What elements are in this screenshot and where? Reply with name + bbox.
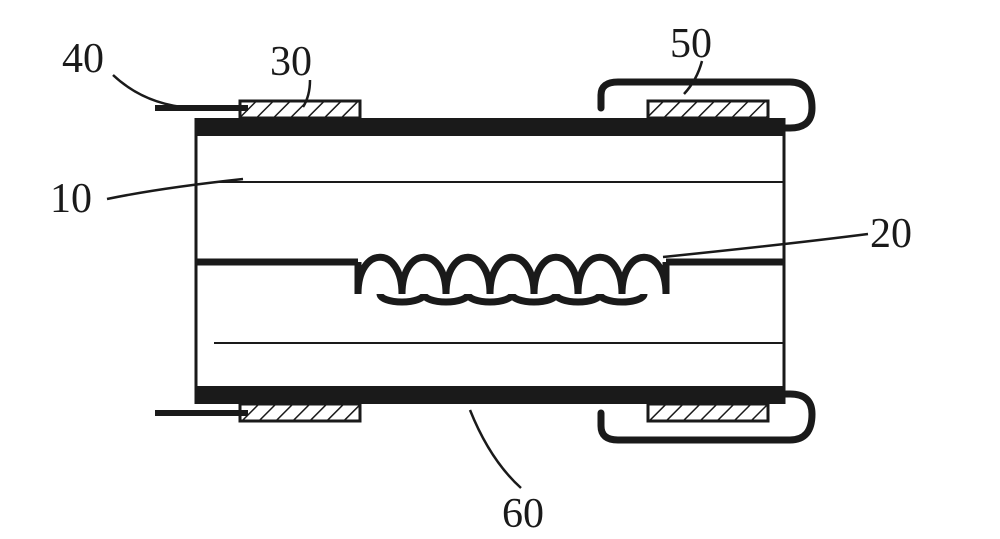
label-60: 60	[502, 490, 544, 538]
leader-60	[470, 410, 521, 488]
hatched-block-top-right	[648, 101, 768, 118]
leader-20	[663, 234, 868, 257]
tube-top-wall	[195, 118, 785, 136]
label-30: 30	[270, 38, 312, 86]
leader-10	[107, 179, 243, 199]
label-40: 40	[62, 35, 104, 83]
label-50: 50	[670, 20, 712, 68]
hatched-block-top-left	[240, 101, 360, 118]
label-10: 10	[50, 175, 92, 223]
label-20: 20	[870, 210, 912, 258]
leader-40	[113, 75, 192, 108]
hatched-block-bottom-left	[240, 404, 360, 421]
hatched-block-bottom-right	[648, 404, 768, 421]
filament-coil	[195, 257, 784, 302]
diagram-svg	[0, 0, 1000, 539]
tube-bottom-wall	[195, 386, 785, 404]
